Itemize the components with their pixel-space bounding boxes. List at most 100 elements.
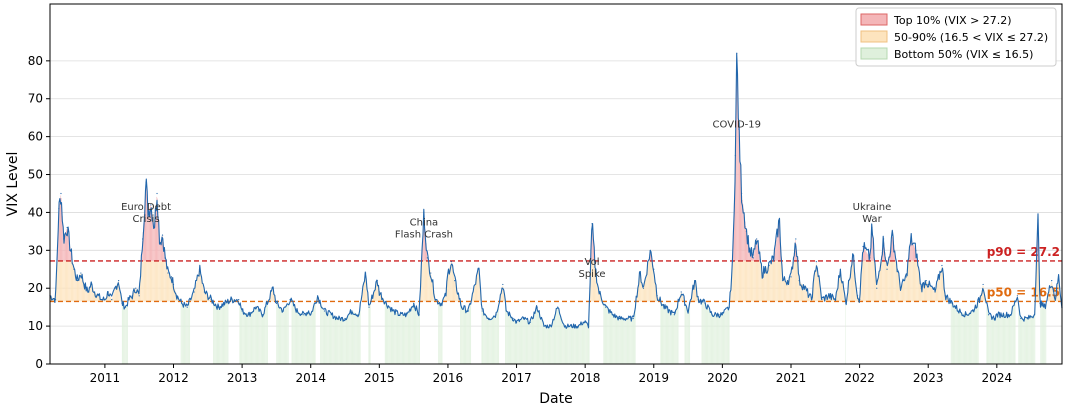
mid-band bbox=[919, 280, 921, 302]
mid-band bbox=[799, 281, 801, 302]
data-point bbox=[910, 238, 912, 240]
bottom50-band bbox=[291, 302, 293, 364]
top10-band bbox=[751, 254, 753, 261]
mid-band bbox=[646, 269, 648, 302]
bottom50-band bbox=[666, 309, 668, 364]
y-tick-label: 80 bbox=[28, 54, 43, 68]
data-point bbox=[591, 223, 593, 225]
bottom50-band bbox=[537, 310, 539, 364]
bottom50-band bbox=[520, 319, 522, 364]
mid-band bbox=[805, 290, 807, 302]
bottom50-band bbox=[631, 318, 632, 364]
top10-band bbox=[149, 206, 151, 261]
data-point bbox=[852, 253, 854, 255]
bottom50-band bbox=[369, 304, 371, 364]
bottom50-band bbox=[497, 305, 499, 364]
bottom50-band bbox=[509, 315, 511, 364]
mid-band bbox=[432, 284, 434, 302]
data-point bbox=[272, 287, 274, 289]
bottom50-band bbox=[542, 322, 543, 364]
bottom50-band bbox=[587, 325, 589, 364]
mid-band bbox=[760, 262, 761, 302]
mid-band bbox=[895, 260, 896, 302]
mid-band bbox=[829, 296, 831, 302]
data-point bbox=[778, 219, 780, 221]
mid-band bbox=[159, 260, 160, 302]
bottom50-band bbox=[303, 314, 305, 364]
data-point bbox=[649, 249, 651, 251]
data-point bbox=[804, 287, 806, 289]
bottom50-band bbox=[1014, 301, 1016, 364]
bottom50-band bbox=[398, 314, 400, 364]
mid-band bbox=[137, 292, 138, 302]
mid-band bbox=[751, 260, 753, 302]
bottom50-band bbox=[951, 302, 952, 364]
mid-band bbox=[60, 260, 62, 302]
mid-band bbox=[872, 260, 874, 302]
bottom50-band bbox=[490, 317, 492, 364]
top10-band bbox=[146, 194, 148, 261]
mid-band bbox=[1037, 260, 1039, 302]
data-point bbox=[310, 314, 312, 316]
bottom50-band bbox=[244, 312, 245, 364]
mid-band bbox=[935, 287, 937, 302]
bottom50-band bbox=[517, 321, 518, 364]
mid-band bbox=[887, 264, 889, 302]
bottom50-band bbox=[554, 313, 556, 364]
mid-band bbox=[885, 261, 887, 302]
data-point bbox=[773, 257, 775, 259]
mid-band bbox=[192, 295, 193, 302]
bottom50-band bbox=[621, 318, 622, 364]
mid-band bbox=[761, 273, 763, 302]
mid-band bbox=[881, 260, 882, 302]
mid-band bbox=[832, 297, 833, 302]
mid-band bbox=[450, 263, 452, 302]
bottom50-band bbox=[668, 310, 670, 364]
annotation-text: Euro Debt bbox=[121, 202, 171, 213]
mid-band bbox=[87, 291, 89, 302]
data-point bbox=[316, 295, 319, 297]
mid-band bbox=[79, 276, 80, 302]
bottom50-band bbox=[287, 304, 288, 364]
data-point bbox=[210, 298, 212, 301]
bottom50-band bbox=[986, 307, 988, 364]
bottom50-band bbox=[634, 311, 635, 364]
bottom50-band bbox=[282, 310, 284, 364]
mid-band bbox=[917, 265, 919, 302]
bottom50-band bbox=[240, 306, 242, 364]
x-tick-label: 2023 bbox=[913, 371, 944, 385]
mid-band bbox=[477, 275, 478, 302]
mid-band bbox=[863, 260, 865, 302]
mid-band bbox=[107, 294, 108, 302]
data-point bbox=[481, 310, 483, 312]
mid-band bbox=[831, 297, 833, 302]
top10-band bbox=[147, 202, 148, 261]
mid-band bbox=[882, 260, 883, 302]
mid-band bbox=[775, 260, 777, 302]
bottom50-band bbox=[535, 309, 537, 364]
bottom50-band bbox=[263, 311, 265, 364]
vix-series-line bbox=[50, 53, 1063, 329]
mid-band bbox=[862, 260, 864, 302]
mid-band bbox=[654, 275, 655, 302]
mid-band bbox=[1051, 282, 1053, 302]
data-point bbox=[90, 283, 92, 286]
bottom50-band bbox=[180, 302, 182, 364]
bottom50-band bbox=[622, 318, 624, 364]
bottom50-band bbox=[396, 313, 398, 364]
bottom50-band bbox=[559, 313, 561, 364]
bottom50-band bbox=[334, 316, 336, 364]
bottom50-band bbox=[346, 316, 348, 364]
bottom50-band bbox=[569, 326, 571, 364]
data-point bbox=[430, 272, 432, 274]
top10-band bbox=[160, 240, 161, 261]
bottom50-band bbox=[121, 303, 123, 364]
x-tick-label: 2013 bbox=[227, 371, 258, 385]
mid-band bbox=[90, 286, 91, 302]
data-point bbox=[124, 306, 127, 308]
mid-band bbox=[456, 286, 457, 302]
bottom50-band bbox=[335, 317, 337, 364]
data-point bbox=[365, 272, 367, 274]
bottom50-band bbox=[993, 317, 995, 364]
mid-band bbox=[451, 265, 453, 302]
